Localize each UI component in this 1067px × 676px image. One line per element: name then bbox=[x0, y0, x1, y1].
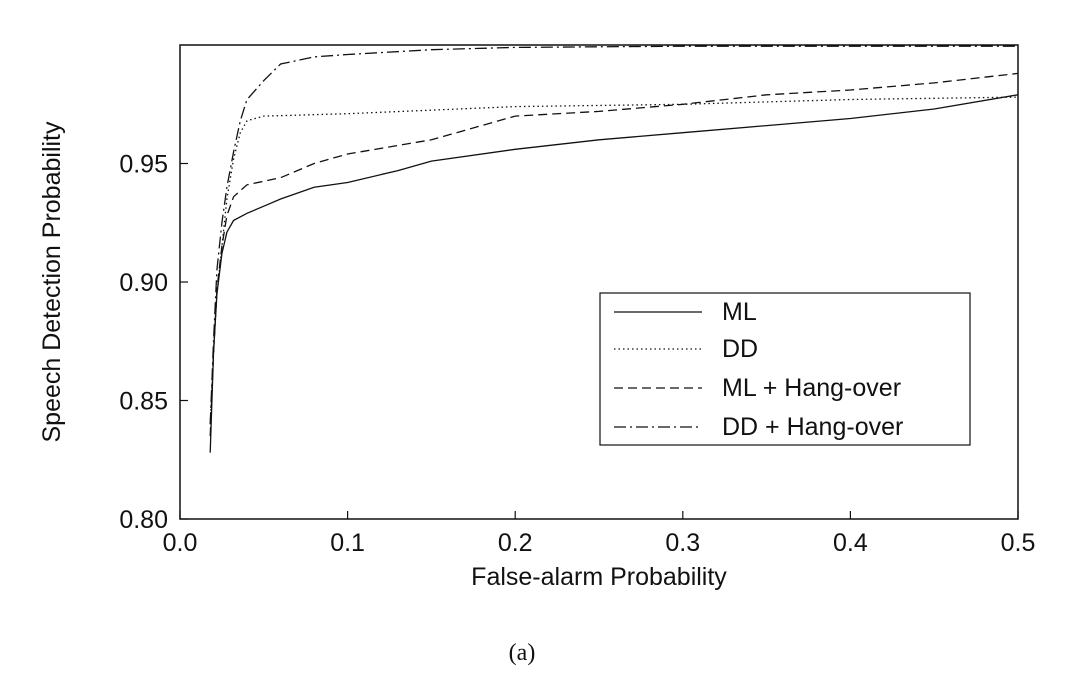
x-tick-label-1: 0.1 bbox=[330, 529, 365, 557]
series-line-0 bbox=[209, 94, 1019, 453]
plot-frame bbox=[179, 44, 1019, 520]
legend-label-ml-hangover: ML + Hang-over bbox=[722, 374, 901, 402]
legend-box bbox=[599, 292, 971, 446]
legend-label-ml: ML bbox=[722, 298, 757, 326]
x-tick-label-2: 0.2 bbox=[498, 529, 533, 557]
x-tick-label-3: 0.3 bbox=[665, 529, 700, 557]
y-tick-label-1: 0.85 bbox=[119, 388, 168, 416]
series-layer bbox=[209, 45, 1019, 453]
series-line-2 bbox=[209, 72, 1019, 437]
series-line-3 bbox=[209, 45, 1018, 425]
x-axis-label: False-alarm Probability bbox=[471, 563, 727, 591]
figure-caption: (a) bbox=[509, 640, 536, 666]
x-tick-label-5: 0.5 bbox=[1001, 529, 1036, 557]
series-line-1 bbox=[209, 96, 1019, 425]
legend-label-dd-hangover: DD + Hang-over bbox=[722, 413, 903, 441]
legend-label-dd: DD bbox=[722, 335, 758, 363]
y-axis-label: Speech Detection Probability bbox=[38, 121, 66, 443]
legend: ML DD ML + Hang-over DD + Hang-over bbox=[599, 292, 971, 446]
x-tick-label-4: 0.4 bbox=[833, 529, 868, 557]
y-tick-label-2: 0.90 bbox=[119, 269, 168, 297]
y-tick-label-3: 0.95 bbox=[119, 151, 168, 179]
x-tick-label-0: 0.0 bbox=[163, 529, 198, 557]
tick-layer: 0.0 0.1 0.2 0.3 0.4 0.5 0.80 0.85 0.90 0.95 bbox=[119, 151, 1035, 558]
y-tick-label-0: 0.80 bbox=[119, 506, 168, 534]
